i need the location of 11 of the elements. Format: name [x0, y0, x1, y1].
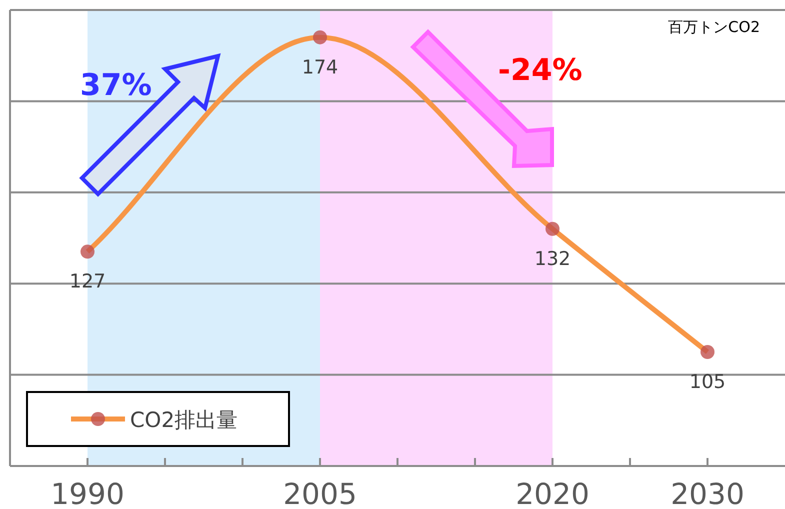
legend-label: CO2排出量	[130, 408, 238, 432]
x-tick-label: 2020	[516, 477, 590, 509]
x-tick-label: 1990	[50, 477, 124, 509]
data-label: 174	[302, 56, 338, 78]
data-label: 132	[534, 248, 571, 270]
annotation: -24%	[498, 53, 582, 88]
annotation: 37%	[80, 68, 152, 103]
data-label: 105	[689, 371, 726, 393]
y-axis-title: 百万トンCO2	[668, 18, 760, 36]
x-tick-label: 2030	[670, 477, 744, 509]
x-tick-label: 2005	[283, 477, 357, 509]
